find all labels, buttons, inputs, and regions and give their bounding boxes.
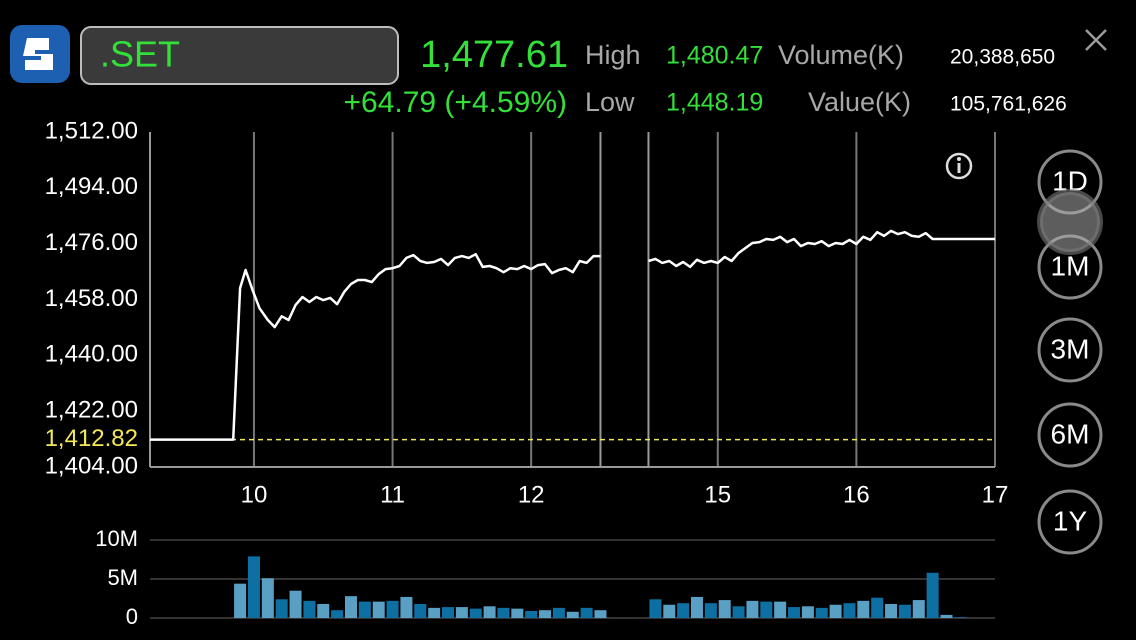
volume-bar (511, 608, 524, 618)
volume-bar (594, 610, 607, 618)
volume-bar (857, 600, 870, 618)
symbol[interactable]: .SET (100, 34, 180, 75)
x-tick-label: 17 (982, 481, 1009, 508)
period-button-ring (1037, 317, 1103, 383)
volume-bar (912, 600, 925, 618)
volume-bar (871, 597, 884, 618)
period-slider-thumb[interactable] (1037, 189, 1103, 255)
volume-bar (525, 610, 538, 618)
volume-bar (497, 607, 510, 618)
volume-bar (940, 614, 953, 618)
x-tick-label: 11 (380, 481, 405, 508)
volume-bar (317, 603, 330, 618)
volume-bar (732, 606, 745, 618)
y-tick-label: 1,476.00 (45, 229, 138, 256)
volume-bar (801, 606, 814, 618)
high-label: High (585, 40, 641, 70)
volume-bar (718, 600, 731, 618)
volume-bar (566, 611, 579, 618)
period-label: 1M (1051, 250, 1090, 281)
volume-bar (829, 604, 842, 618)
high-value: 1,480.47 (666, 42, 763, 70)
volume-bar (690, 596, 703, 618)
volume-bar (954, 617, 967, 618)
volume-bar (885, 603, 898, 618)
volume-bar (677, 603, 690, 618)
volume-bar (234, 583, 247, 618)
volume-bar (746, 600, 759, 618)
volume-bar (469, 608, 482, 618)
symbol-box[interactable] (80, 26, 399, 85)
volume-bar (344, 596, 357, 618)
x-tick-label: 15 (704, 481, 731, 508)
volume-bar (774, 601, 787, 618)
volume-bar (261, 578, 274, 618)
last-price: 1,477.61 (420, 34, 568, 76)
volume-bar (386, 600, 399, 618)
volume-bar (552, 607, 565, 618)
x-tick-label: 10 (241, 481, 268, 508)
period-button-ring (1037, 402, 1103, 468)
volume-bar (400, 596, 413, 618)
volume-bar (303, 600, 316, 618)
volume-bar (580, 607, 593, 618)
info-icon[interactable] (945, 152, 973, 180)
x-tick-label: 16 (843, 481, 870, 508)
price-change: +64.79 (+4.59%) (344, 86, 568, 119)
period-label: 1Y (1053, 505, 1088, 536)
y-tick-label: 1,512.00 (45, 117, 138, 144)
low-value: 1,448.19 (666, 89, 763, 117)
volume-bar (414, 603, 427, 618)
y-tick-label: 1,458.00 (45, 285, 138, 312)
volume-bar (331, 610, 344, 618)
y-tick-label: 10M (95, 526, 138, 551)
app-icon[interactable] (10, 25, 70, 83)
price-line (150, 229, 995, 441)
volume-bar (247, 556, 260, 618)
volume-bar (455, 607, 468, 618)
y-tick-label: 5M (107, 565, 138, 590)
volume-bar (788, 607, 801, 618)
volume-value: 20,388,650 (950, 46, 1055, 69)
y-tick-label: 1,440.00 (45, 341, 138, 368)
volume-bar (843, 603, 856, 618)
volume-bar (760, 601, 773, 618)
period-label: 3M (1051, 333, 1090, 364)
volume-bar (649, 599, 662, 618)
period-label: 6M (1051, 418, 1090, 449)
volume-bar (539, 610, 552, 618)
volume-bar (704, 603, 717, 618)
x-tick-label: 12 (518, 481, 545, 508)
volume-label: Volume(K) (778, 40, 904, 70)
volume-bar (358, 601, 371, 618)
period-button[interactable]: 1Y (1037, 489, 1103, 555)
period-button[interactable]: 6M (1037, 402, 1103, 468)
volume-bar (898, 604, 911, 618)
period-button-ring (1037, 489, 1103, 555)
volume-bar (442, 607, 455, 618)
y-tick-label: 1,404.00 (45, 452, 138, 479)
volume-bar (483, 606, 496, 618)
period-button[interactable]: 3M (1037, 317, 1103, 383)
reference-label: 1,412.82 (45, 425, 138, 452)
volume-bar (926, 572, 939, 618)
y-tick-label: 1,422.00 (45, 397, 138, 424)
value-value: 105,761,626 (950, 93, 1067, 116)
volume-bar (663, 604, 676, 618)
volume-bar (289, 590, 302, 618)
y-tick-label: 1,494.00 (45, 173, 138, 200)
value-label: Value(K) (808, 87, 911, 117)
low-label: Low (585, 87, 635, 117)
volume-bar (815, 607, 828, 618)
y-tick-label: 0 (126, 604, 138, 629)
close-button[interactable] (1085, 29, 1107, 51)
volume-bar (372, 601, 385, 618)
volume-bar (275, 599, 288, 618)
volume-bar (428, 607, 441, 618)
